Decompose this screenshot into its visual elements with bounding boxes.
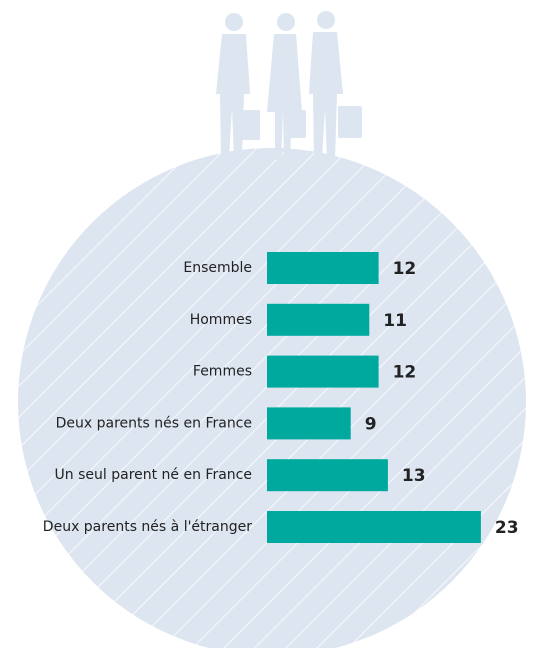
bar [267, 511, 481, 543]
category-label: Femmes [193, 364, 252, 380]
value-label: 12 [393, 259, 417, 279]
value-label: 13 [402, 466, 426, 486]
bar [267, 407, 351, 439]
bar [267, 356, 379, 388]
bar [267, 304, 369, 336]
category-label: Un seul parent né en France [55, 467, 252, 483]
category-label: Deux parents nés en France [56, 415, 252, 431]
value-label: 12 [393, 363, 417, 383]
category-label: Ensemble [183, 260, 252, 276]
value-label: 11 [383, 311, 407, 331]
category-label: Hommes [190, 312, 252, 328]
bar [267, 252, 379, 284]
value-label: 23 [495, 518, 519, 538]
category-label: Deux parents nés à l'étranger [43, 519, 252, 535]
bar [267, 459, 388, 491]
value-label: 9 [365, 414, 377, 434]
chart: Ensemble 12 Hommes 11 Femmes 12 Deux parents n… [0, 0, 534, 648]
